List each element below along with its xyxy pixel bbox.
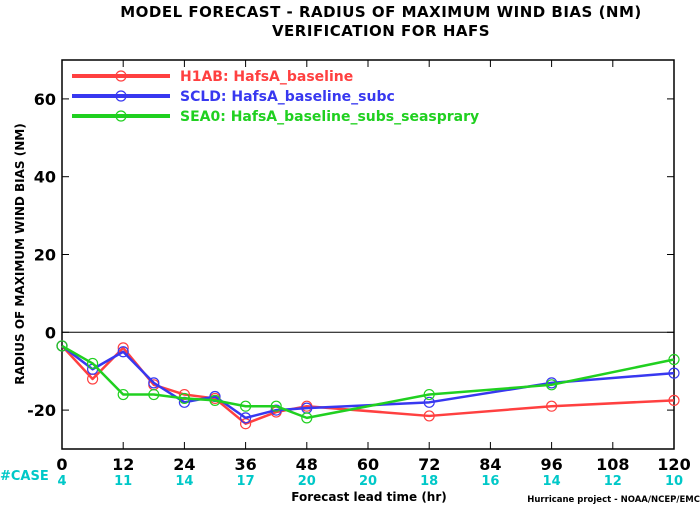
legend-item-scld: SCLD: HafsA_baseline_subc	[72, 89, 395, 105]
case-count: 20	[359, 474, 377, 489]
y-tick-label: -20	[27, 401, 56, 420]
legend: H1AB: HafsA_baseline SCLD: HafsA_baseline…	[72, 69, 479, 125]
data-point	[240, 412, 252, 424]
case-count: 4	[57, 474, 66, 489]
series-layer	[56, 340, 680, 430]
data-point	[148, 388, 160, 401]
data-point	[117, 388, 129, 401]
y-tick-label: 0	[45, 323, 56, 342]
x-tick-label: 96	[540, 455, 562, 474]
legend-marker	[115, 90, 127, 102]
case-count: 11	[114, 474, 132, 489]
x-tick-label: 12	[112, 455, 134, 474]
x-axis-label: Forecast lead time (hr)	[291, 490, 447, 504]
data-point	[117, 346, 129, 358]
data-point	[423, 388, 435, 401]
data-point	[301, 412, 313, 424]
case-count: 14	[543, 474, 561, 489]
case-count: 14	[175, 474, 193, 489]
legend-label: H1AB: HafsA_baseline	[180, 69, 353, 85]
case-count: 18	[420, 474, 438, 489]
x-tick-label: 60	[357, 455, 379, 474]
legend-item-sea0: SEA0: HafsA_baseline_subs_seasprary	[72, 109, 479, 125]
case-count: 12	[604, 474, 622, 489]
series-line-h1ab	[61, 345, 675, 425]
case-counts: 4 11 14 17 20 20 18 16 14 12 10	[57, 474, 683, 489]
y-axis-label: RADIUS OF MAXIMUM WIND BIAS (NM)	[13, 123, 27, 384]
series-line-sea0	[61, 344, 675, 420]
x-tick-label: 108	[596, 455, 629, 474]
x-tick-label: 24	[173, 455, 195, 474]
data-point	[545, 379, 558, 391]
credit-text: Hurricane project - NOAA/NCEP/EMC	[527, 495, 700, 505]
x-tick-label: 84	[479, 455, 501, 474]
data-point	[86, 357, 99, 370]
case-count: 20	[298, 474, 316, 489]
y-axis: -20 0 20 40 60	[27, 90, 674, 420]
legend-marker	[115, 70, 127, 82]
x-tick-label: 72	[418, 455, 440, 474]
y-tick-label: 20	[34, 246, 56, 265]
legend-marker	[115, 110, 127, 122]
data-point	[240, 400, 252, 412]
x-tick-label: 120	[657, 455, 690, 474]
y-tick-label: 40	[34, 168, 56, 187]
legend-label: SEA0: HafsA_baseline_subs_seasprary	[180, 109, 479, 125]
x-axis: 0 12 24 36 48 60 72 84 96 108 120	[56, 60, 691, 474]
case-count: 17	[237, 474, 255, 489]
data-point	[668, 367, 680, 379]
data-point	[148, 377, 160, 389]
x-tick-label: 36	[234, 455, 256, 474]
series-sea0	[56, 340, 680, 424]
data-point	[423, 396, 435, 408]
x-tick-label: 0	[56, 455, 67, 474]
data-point	[270, 400, 282, 412]
data-point	[423, 410, 435, 422]
series-h1ab	[56, 340, 680, 430]
data-point	[56, 340, 68, 352]
case-label: #CASE	[0, 469, 49, 484]
case-count: 16	[481, 474, 499, 489]
data-point	[668, 394, 680, 406]
data-point	[178, 392, 190, 405]
series-line-scld	[61, 344, 675, 420]
x-tick-label: 48	[296, 455, 318, 474]
data-point	[668, 353, 680, 366]
chart-subtitle: VERIFICATION FOR HAFS	[272, 22, 490, 40]
legend-label: SCLD: HafsA_baseline_subc	[180, 89, 395, 105]
chart-title: MODEL FORECAST - RADIUS OF MAXIMUM WIND …	[120, 3, 642, 21]
data-point	[545, 400, 558, 412]
y-tick-label: 60	[34, 90, 56, 109]
case-count: 10	[665, 474, 683, 489]
legend-item-h1ab: H1AB: HafsA_baseline	[72, 69, 353, 85]
data-point	[209, 394, 221, 406]
